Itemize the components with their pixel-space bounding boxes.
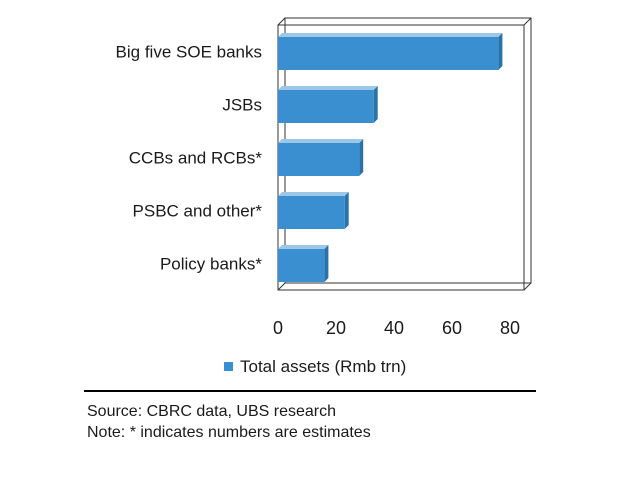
frame-depth-line xyxy=(277,282,286,291)
bar-top-face xyxy=(278,192,349,196)
x-tick-label: 80 xyxy=(500,318,520,338)
bar-front-face xyxy=(278,196,345,229)
bar-0 xyxy=(278,33,503,70)
bar-front-face xyxy=(278,37,499,70)
category-label: CCBs and RCBs* xyxy=(129,149,263,168)
bars xyxy=(278,33,503,282)
category-label: JSBs xyxy=(222,96,262,115)
legend-label: Total assets (Rmb trn) xyxy=(240,357,406,376)
bar-front-face xyxy=(278,90,374,123)
legend: Total assets (Rmb trn) xyxy=(224,357,406,376)
bar-top-face xyxy=(278,245,329,249)
note-text: Note: * indicates numbers are estimates xyxy=(87,424,371,441)
x-tick-label: 0 xyxy=(273,318,283,338)
bar-top-face xyxy=(278,139,364,143)
bar-side-face xyxy=(373,86,378,123)
bar-top-face xyxy=(278,33,503,37)
bar-side-face xyxy=(498,33,503,70)
x-tick-label: 40 xyxy=(384,318,404,338)
bar-side-face xyxy=(359,139,364,176)
bar-chart: Big five SOE banks JSBs CCBs and RCBs* PSBC… xyxy=(116,17,532,376)
source-text: Source: CBRC data, UBS research xyxy=(87,403,336,420)
x-tick-label: 60 xyxy=(442,318,462,338)
bar-side-face xyxy=(344,192,349,229)
bar-3 xyxy=(278,192,349,229)
legend-swatch xyxy=(224,362,233,371)
category-label: Big five SOE banks xyxy=(116,43,262,62)
category-label: Policy banks* xyxy=(160,255,262,274)
bar-4 xyxy=(278,245,329,282)
footnotes: Source: CBRC data, UBS research Note: * … xyxy=(87,401,371,443)
bar-front-face xyxy=(278,143,360,176)
bar-top-face xyxy=(278,86,378,90)
bar-1 xyxy=(278,86,378,123)
divider-line xyxy=(84,390,536,392)
category-labels: Big five SOE banks JSBs CCBs and RCBs* PSBC… xyxy=(116,43,263,274)
frame-depth-line xyxy=(277,17,286,26)
frame-depth-line xyxy=(523,17,532,26)
x-axis-ticks: 0 20 40 60 80 xyxy=(273,318,520,338)
bar-side-face xyxy=(324,245,329,282)
category-label: PSBC and other* xyxy=(133,202,263,221)
frame-depth-line xyxy=(523,282,532,291)
bar-front-face xyxy=(278,249,325,282)
bar-2 xyxy=(278,139,364,176)
x-tick-label: 20 xyxy=(326,318,346,338)
